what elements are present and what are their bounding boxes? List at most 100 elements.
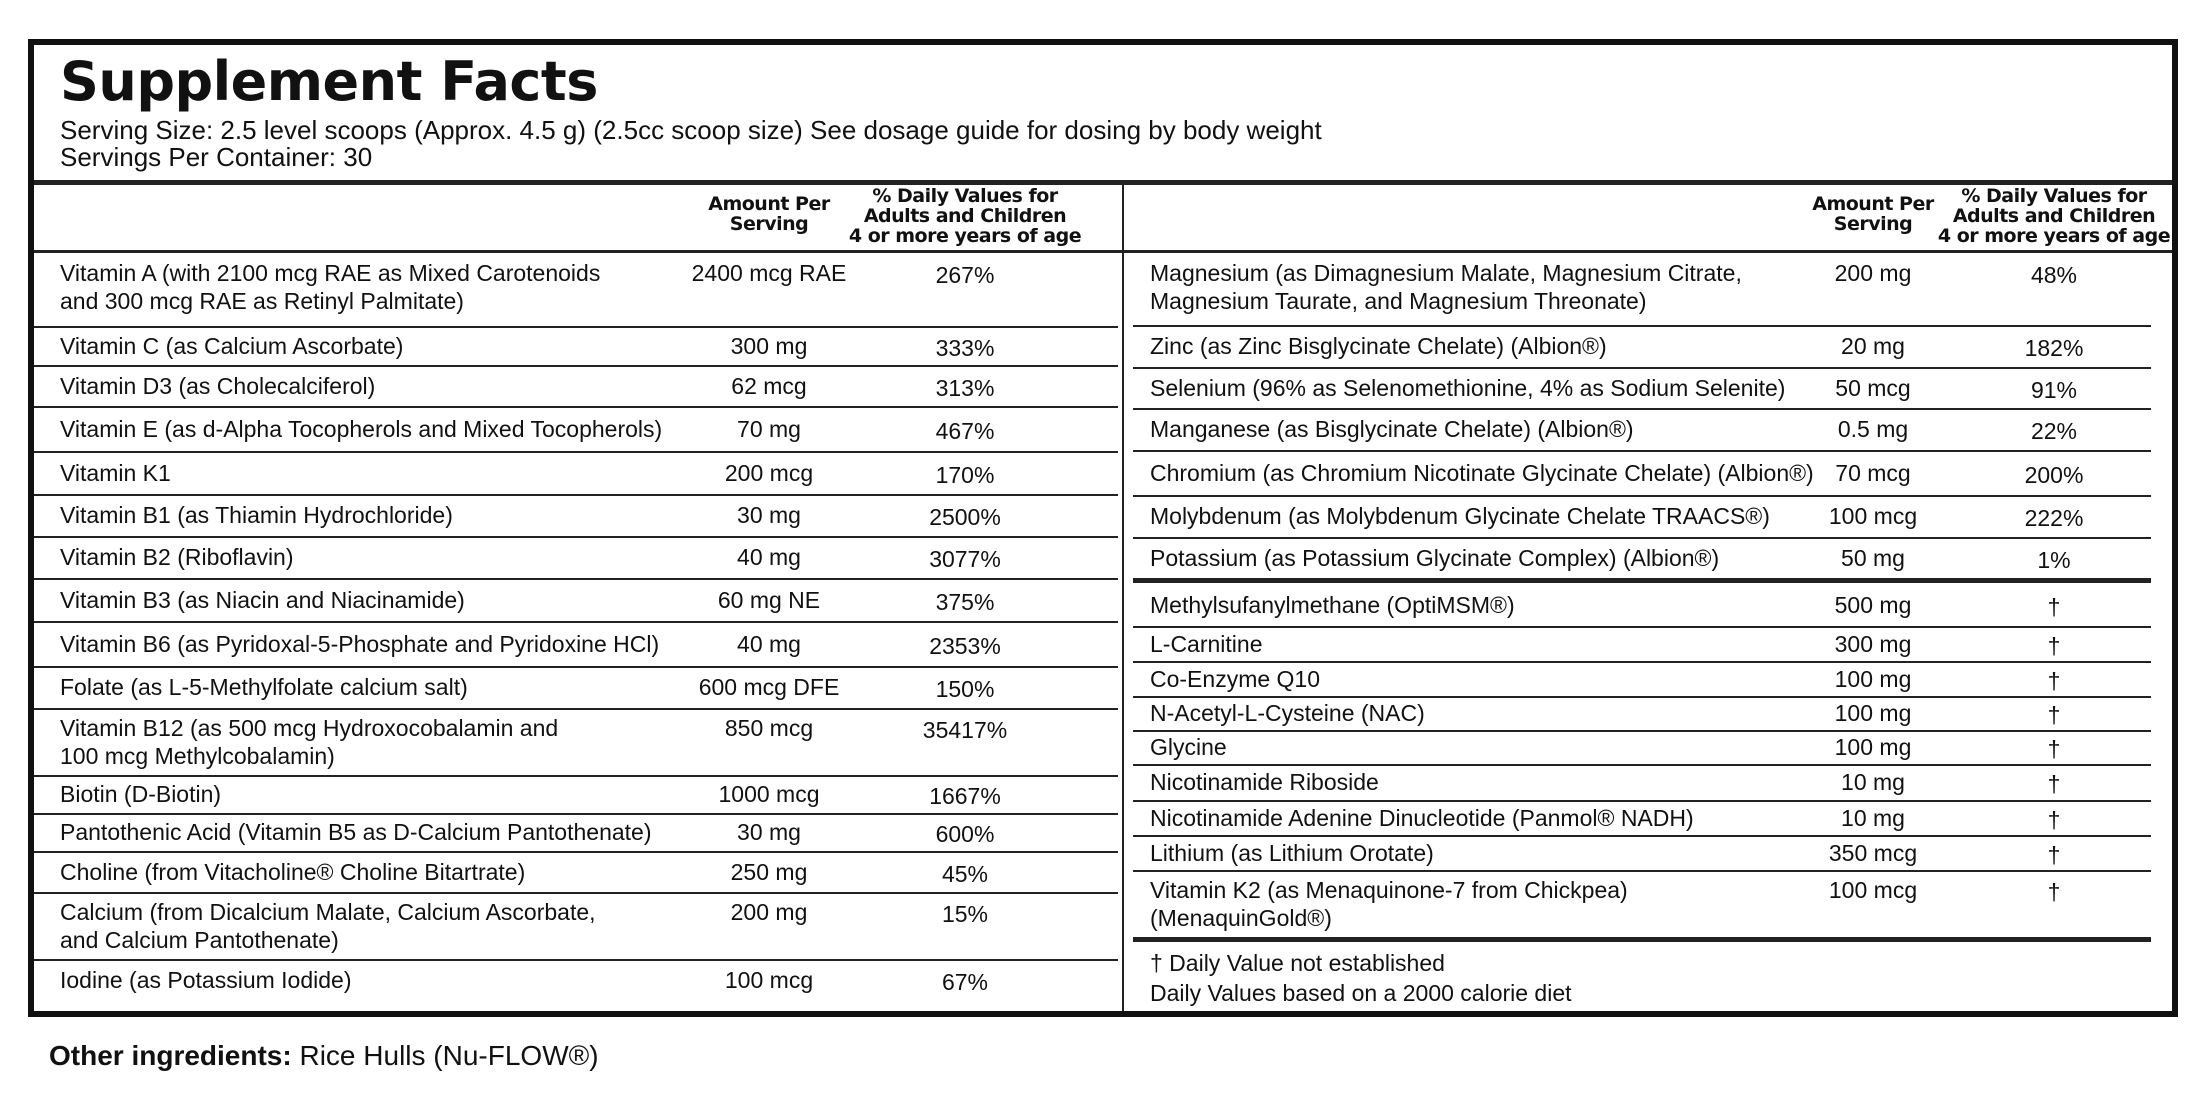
amount: 40 mg (737, 630, 801, 657)
nutrient-name: Selenium (96% as Selenomethionine, 4% as… (1150, 374, 1786, 401)
daily-value: † (2047, 593, 2061, 620)
column-divider (1122, 182, 1124, 1011)
row-rule (34, 775, 1118, 777)
nutrient-name: Vitamin B6 (as Pyridoxal-5-Phosphate and… (60, 630, 660, 657)
footnote: Daily Values based on a 2000 calorie die… (1150, 980, 1572, 1006)
row-rule (34, 494, 1118, 496)
daily-value: 2500% (929, 504, 1001, 530)
column-header: Amount Per Serving (1812, 193, 1934, 235)
amount: 100 mcg (1828, 503, 1918, 529)
amount: 60 mg NE (717, 586, 821, 613)
amount: 100 mg (1834, 700, 1912, 726)
daily-value: 375% (935, 588, 995, 615)
amount: 850 mcg (724, 715, 814, 741)
nutrient-name: Glycine (1150, 734, 1227, 760)
row-rule (34, 666, 1118, 668)
nutrient-name: Vitamin K1 (60, 459, 171, 486)
nutrient-name: Calcium (from Dicalcium Malate, Calcium … (60, 899, 596, 953)
nutrient-name: Vitamin B1 (as Thiamin Hydrochloride) (60, 502, 453, 528)
thick-rule (1133, 578, 2151, 583)
row-rule (1133, 450, 2151, 452)
row-rule (34, 536, 1118, 538)
row-rule (1133, 764, 2151, 766)
amount: 10 mg (1841, 769, 1905, 795)
other-ingredients-text: Rice Hulls (Nu-FLOW®) (299, 1040, 599, 1071)
daily-value: 170% (935, 461, 995, 488)
nutrient-name: Methylsufanylmethane (OptiMSM®) (1150, 591, 1515, 618)
row-rule (34, 365, 1118, 367)
row-rule (34, 621, 1118, 623)
nutrient-name: Iodine (as Potassium Iodide) (60, 967, 352, 993)
row-rule (1133, 730, 2151, 732)
row-rule (1133, 800, 2151, 802)
nutrient-name: Vitamin C (as Calcium Ascorbate) (60, 332, 404, 359)
amount: 200 mg (730, 899, 808, 925)
daily-value: † (2047, 702, 2061, 728)
daily-value: 1667% (929, 783, 1001, 809)
row-rule (1133, 367, 2151, 369)
daily-value: 150% (935, 676, 995, 702)
daily-value: † (2047, 879, 2061, 905)
row-rule (34, 892, 1118, 894)
daily-value: 182% (2024, 335, 2084, 361)
other-ingredients: Other ingredients: Rice Hulls (Nu-FLOW®) (49, 1040, 599, 1072)
amount: 1000 mcg (718, 781, 820, 807)
row-rule (34, 813, 1118, 815)
nutrient-name: Vitamin D3 (as Cholecalciferol) (60, 372, 376, 399)
nutrient-name: Vitamin B3 (as Niacin and Niacinamide) (60, 586, 465, 613)
amount: 50 mg (1841, 545, 1905, 571)
column-header: % Daily Values for Adults and Children 4… (848, 185, 1082, 247)
daily-value: 35417% (922, 717, 1008, 743)
nutrient-name: Vitamin B2 (Riboflavin) (60, 544, 294, 570)
daily-value: 600% (935, 821, 995, 847)
nutrient-name: Chromium (as Chromium Nicotinate Glycina… (1150, 459, 1814, 486)
daily-value: † (2047, 806, 2061, 833)
nutrient-name: Nicotinamide Riboside (1150, 769, 1379, 795)
nutrient-name: Molybdenum (as Molybdenum Glycinate Chel… (1150, 503, 1770, 529)
amount: 200 mg (1834, 260, 1912, 286)
row-rule (1133, 408, 2151, 410)
nutrient-name: Vitamin K2 (as Menaquinone-7 from Chickp… (1150, 877, 1628, 931)
daily-value: † (2047, 771, 2061, 797)
daily-value: 22% (2030, 418, 2078, 444)
daily-value: 2353% (929, 632, 1001, 659)
nutrient-name: Vitamin E (as d-Alpha Tocopherols and Mi… (60, 415, 663, 442)
amount: 350 mcg (1828, 839, 1918, 866)
nutrient-name: Nicotinamide Adenine Dinucleotide (Panmo… (1150, 804, 1694, 831)
row-rule (34, 578, 1118, 580)
daily-value: † (2047, 667, 2061, 694)
nutrient-name: Biotin (D-Biotin) (60, 781, 222, 807)
amount: 100 mcg (724, 967, 814, 993)
nutrient-name: Zinc (as Zinc Bisglycinate Chelate) (Alb… (1150, 333, 1607, 359)
nutrient-name: Co-Enzyme Q10 (1150, 665, 1321, 692)
amount: 10 mg (1841, 804, 1905, 831)
nutrient-name: Magnesium (as Dimagnesium Malate, Magnes… (1150, 260, 1742, 314)
daily-value: † (2047, 736, 2061, 762)
nutrient-name: Lithium (as Lithium Orotate) (1150, 839, 1434, 866)
label-border (28, 39, 2178, 1017)
daily-value: 3077% (929, 546, 1001, 572)
amount: 100 mg (1834, 665, 1912, 692)
daily-value: 467% (935, 417, 995, 444)
amount: 40 mg (737, 544, 801, 570)
nutrient-name: Folate (as L-5-Methylfolate calcium salt… (60, 674, 468, 700)
thick-divider (34, 180, 2172, 185)
amount: 50 mcg (1835, 374, 1911, 401)
daily-value: 45% (941, 860, 989, 887)
row-rule (1133, 661, 2151, 663)
row-rule (1133, 626, 2151, 628)
daily-value: 333% (935, 334, 995, 361)
row-rule (1133, 696, 2151, 698)
row-rule (34, 406, 1118, 408)
row-rule (1133, 537, 2151, 539)
serving-size: Serving Size: 2.5 level scoops (Approx. … (60, 115, 1322, 145)
thick-rule (1133, 937, 2151, 942)
daily-value: 200% (2024, 461, 2084, 488)
header-divider (34, 250, 2172, 253)
daily-value: 91% (2030, 376, 2078, 403)
amount: 200 mcg (724, 459, 814, 486)
row-rule (1133, 870, 2151, 872)
amount: 20 mg (1841, 333, 1905, 359)
nutrient-name: Manganese (as Bisglycinate Chelate) (Alb… (1150, 416, 1634, 442)
